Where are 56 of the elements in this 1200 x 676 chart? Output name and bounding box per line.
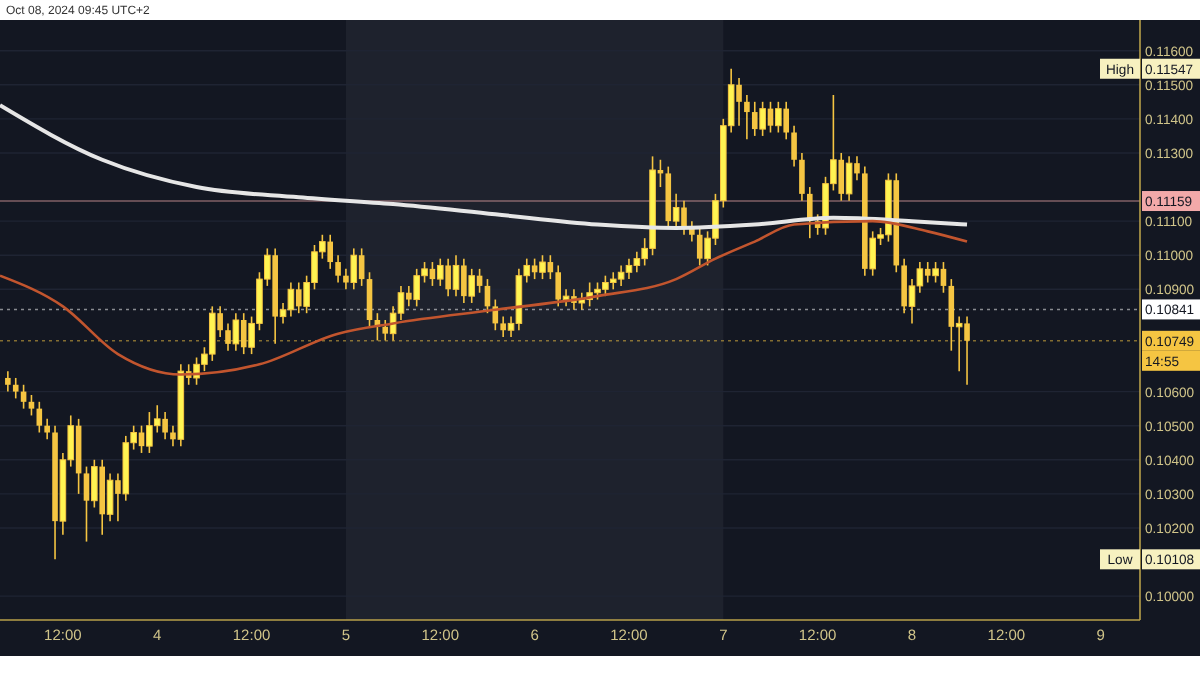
candlestick [5, 370, 11, 393]
candlestick [83, 465, 90, 543]
candlestick [617, 264, 625, 287]
candlestick [555, 264, 562, 308]
candlestick [436, 257, 444, 287]
candlestick [799, 152, 805, 202]
candlestick [287, 281, 295, 318]
candlestick [948, 278, 955, 352]
candlestick [901, 257, 907, 314]
candlestick [696, 227, 703, 267]
candlestick [759, 101, 766, 137]
candlestick [12, 377, 19, 400]
candlestick [633, 251, 641, 274]
candlestick [751, 101, 758, 137]
candlestick [845, 155, 853, 202]
candlestick [783, 101, 790, 141]
candlestick [350, 247, 358, 291]
candlestick [500, 315, 506, 338]
candlestick [335, 254, 341, 284]
candlestick [515, 268, 523, 332]
candlestick [146, 411, 153, 454]
candlestick [327, 233, 334, 270]
candlestick [208, 305, 216, 362]
candlestick [106, 472, 114, 522]
candlestick [744, 94, 750, 141]
candlestick [452, 254, 460, 297]
candlestick [44, 418, 50, 441]
candlestick [28, 394, 35, 417]
candlestick [225, 322, 231, 352]
candlestick [295, 281, 302, 314]
candlestick [162, 411, 168, 441]
candlestick [193, 356, 200, 386]
candlestick [539, 254, 546, 280]
candlestick [665, 165, 672, 229]
candlestick [445, 257, 451, 297]
candlestick [625, 257, 633, 280]
candlestick [838, 152, 845, 202]
candlestick [736, 77, 742, 127]
candlestick [358, 247, 365, 287]
candlestick [924, 261, 931, 284]
line-series [0, 103, 970, 230]
candlestick [775, 101, 782, 134]
candlestick [99, 458, 106, 536]
candlestick [681, 199, 687, 236]
candlestick [413, 268, 420, 308]
candlestick [964, 315, 970, 386]
candlestick [366, 271, 373, 328]
candlestick [382, 319, 389, 342]
candlestick [531, 257, 538, 280]
line-series [0, 219, 969, 376]
candlestick [791, 124, 797, 168]
candlestick [232, 312, 240, 352]
candlestick [806, 186, 813, 239]
candlestick [461, 257, 467, 304]
candlestick [240, 312, 247, 355]
candlestick [932, 261, 939, 284]
